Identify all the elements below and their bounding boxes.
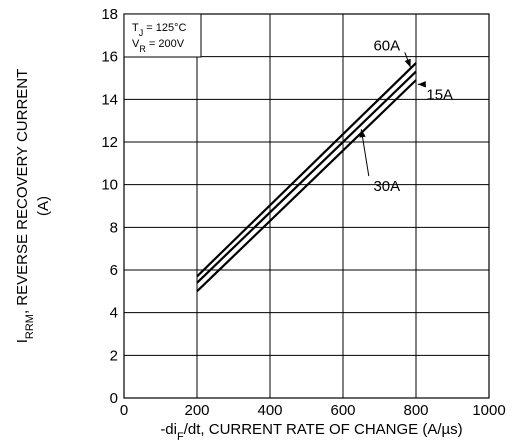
y-tick-label: 6 bbox=[110, 262, 118, 279]
y-tick-label: 2 bbox=[110, 347, 118, 364]
y-tick-label: 8 bbox=[110, 219, 118, 236]
tick-labels: 0 200 400 600 800 1000 0 2 4 6 8 10 12 14 16 18 bbox=[101, 6, 505, 419]
annotation-arrowhead bbox=[359, 129, 366, 138]
annotations: 60A 15A 30A bbox=[359, 37, 453, 195]
annotation-arrowhead bbox=[404, 58, 411, 68]
grid bbox=[124, 14, 489, 398]
y-tick-label: 16 bbox=[101, 49, 118, 66]
condition-vr: VR = 200V bbox=[132, 38, 185, 54]
y-axis-unit: (A) bbox=[35, 196, 52, 216]
annotation-label-15a: 15A bbox=[426, 86, 453, 103]
conditions-box: TJ = 125°C VR = 200V bbox=[123, 13, 202, 58]
series-line-60a bbox=[196, 62, 417, 278]
x-tick-label: 400 bbox=[257, 402, 282, 419]
x-tick-label: 0 bbox=[120, 402, 128, 419]
y-tick-label: 14 bbox=[101, 91, 118, 108]
plot-frame bbox=[123, 13, 490, 399]
x-tick-label: 200 bbox=[184, 402, 209, 419]
y-tick-label: 0 bbox=[110, 390, 118, 407]
series-lines bbox=[196, 62, 417, 293]
series-line-15a bbox=[196, 79, 417, 293]
x-axis-label: -diF/dt, CURRENT RATE OF CHANGE (A/µs) bbox=[160, 421, 462, 443]
y-tick-label: 10 bbox=[101, 177, 118, 194]
x-tick-label: 600 bbox=[330, 402, 355, 419]
annotation-arrowhead bbox=[417, 81, 426, 88]
annotation-label-60a: 60A bbox=[373, 37, 400, 54]
x-tick-label: 1000 bbox=[472, 402, 505, 419]
annotation-label-30a: 30A bbox=[373, 178, 400, 195]
y-tick-label: 12 bbox=[101, 134, 118, 151]
y-axis-label: IRRM, REVERSE RECOVERY CURRENT (A) bbox=[14, 69, 52, 344]
y-tick-label: 18 bbox=[101, 6, 118, 23]
x-tick-label: 800 bbox=[403, 402, 428, 419]
svg-text:IRRM, REVERSE RECOVERY CURRENT: IRRM, REVERSE RECOVERY CURRENT bbox=[14, 69, 36, 344]
series-line-30a bbox=[196, 70, 417, 284]
condition-tj: TJ = 125°C bbox=[132, 22, 187, 38]
y-tick-label: 4 bbox=[110, 305, 118, 322]
